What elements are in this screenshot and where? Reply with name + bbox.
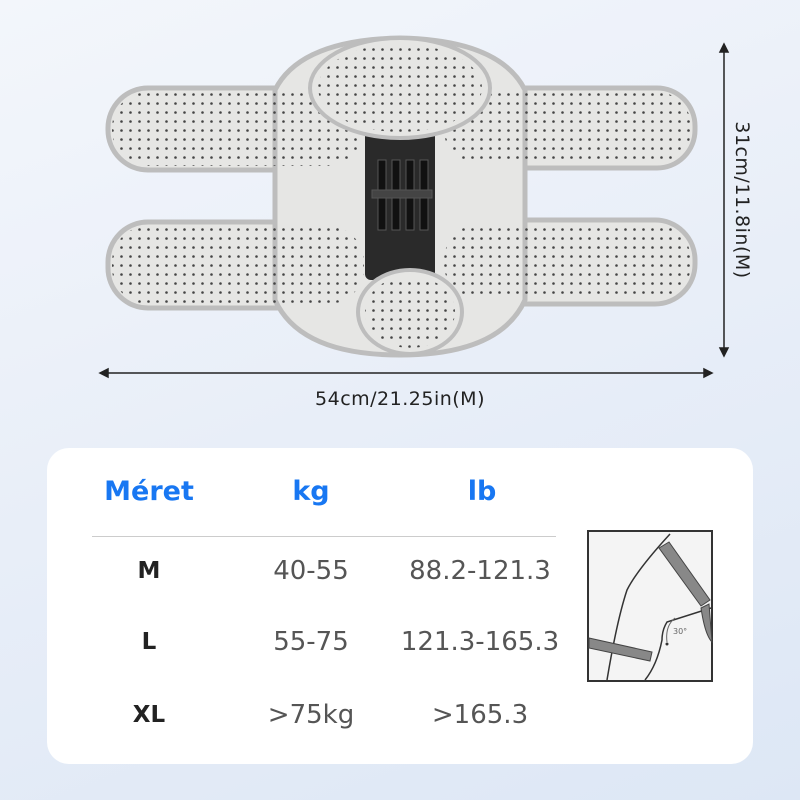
size-cell: XL	[132, 702, 166, 728]
kg-cell: 40-55	[273, 556, 349, 586]
header-lb: lb	[467, 476, 497, 507]
angle-label: 30°	[673, 627, 687, 636]
header-kg: kg	[292, 476, 330, 507]
knee-brace-image	[98, 35, 730, 379]
header-size: Méret	[104, 476, 194, 507]
height-label: 31cm/11.8in(M)	[731, 121, 753, 279]
knee-measure-diagram: 30°	[587, 530, 713, 682]
header-divider	[92, 536, 556, 537]
size-cell: M	[137, 558, 161, 584]
width-arrow	[98, 367, 714, 379]
width-label: 54cm/21.25in(M)	[315, 388, 485, 410]
size-cell: L	[141, 629, 157, 655]
lb-cell: >165.3	[431, 700, 529, 730]
spring-icon	[371, 159, 433, 231]
lb-cell: 121.3-165.3	[400, 627, 560, 657]
height-arrow	[718, 42, 730, 358]
lb-cell: 88.2-121.3	[409, 556, 551, 586]
kg-cell: 55-75	[273, 627, 349, 657]
kg-cell: >75kg	[267, 700, 355, 730]
